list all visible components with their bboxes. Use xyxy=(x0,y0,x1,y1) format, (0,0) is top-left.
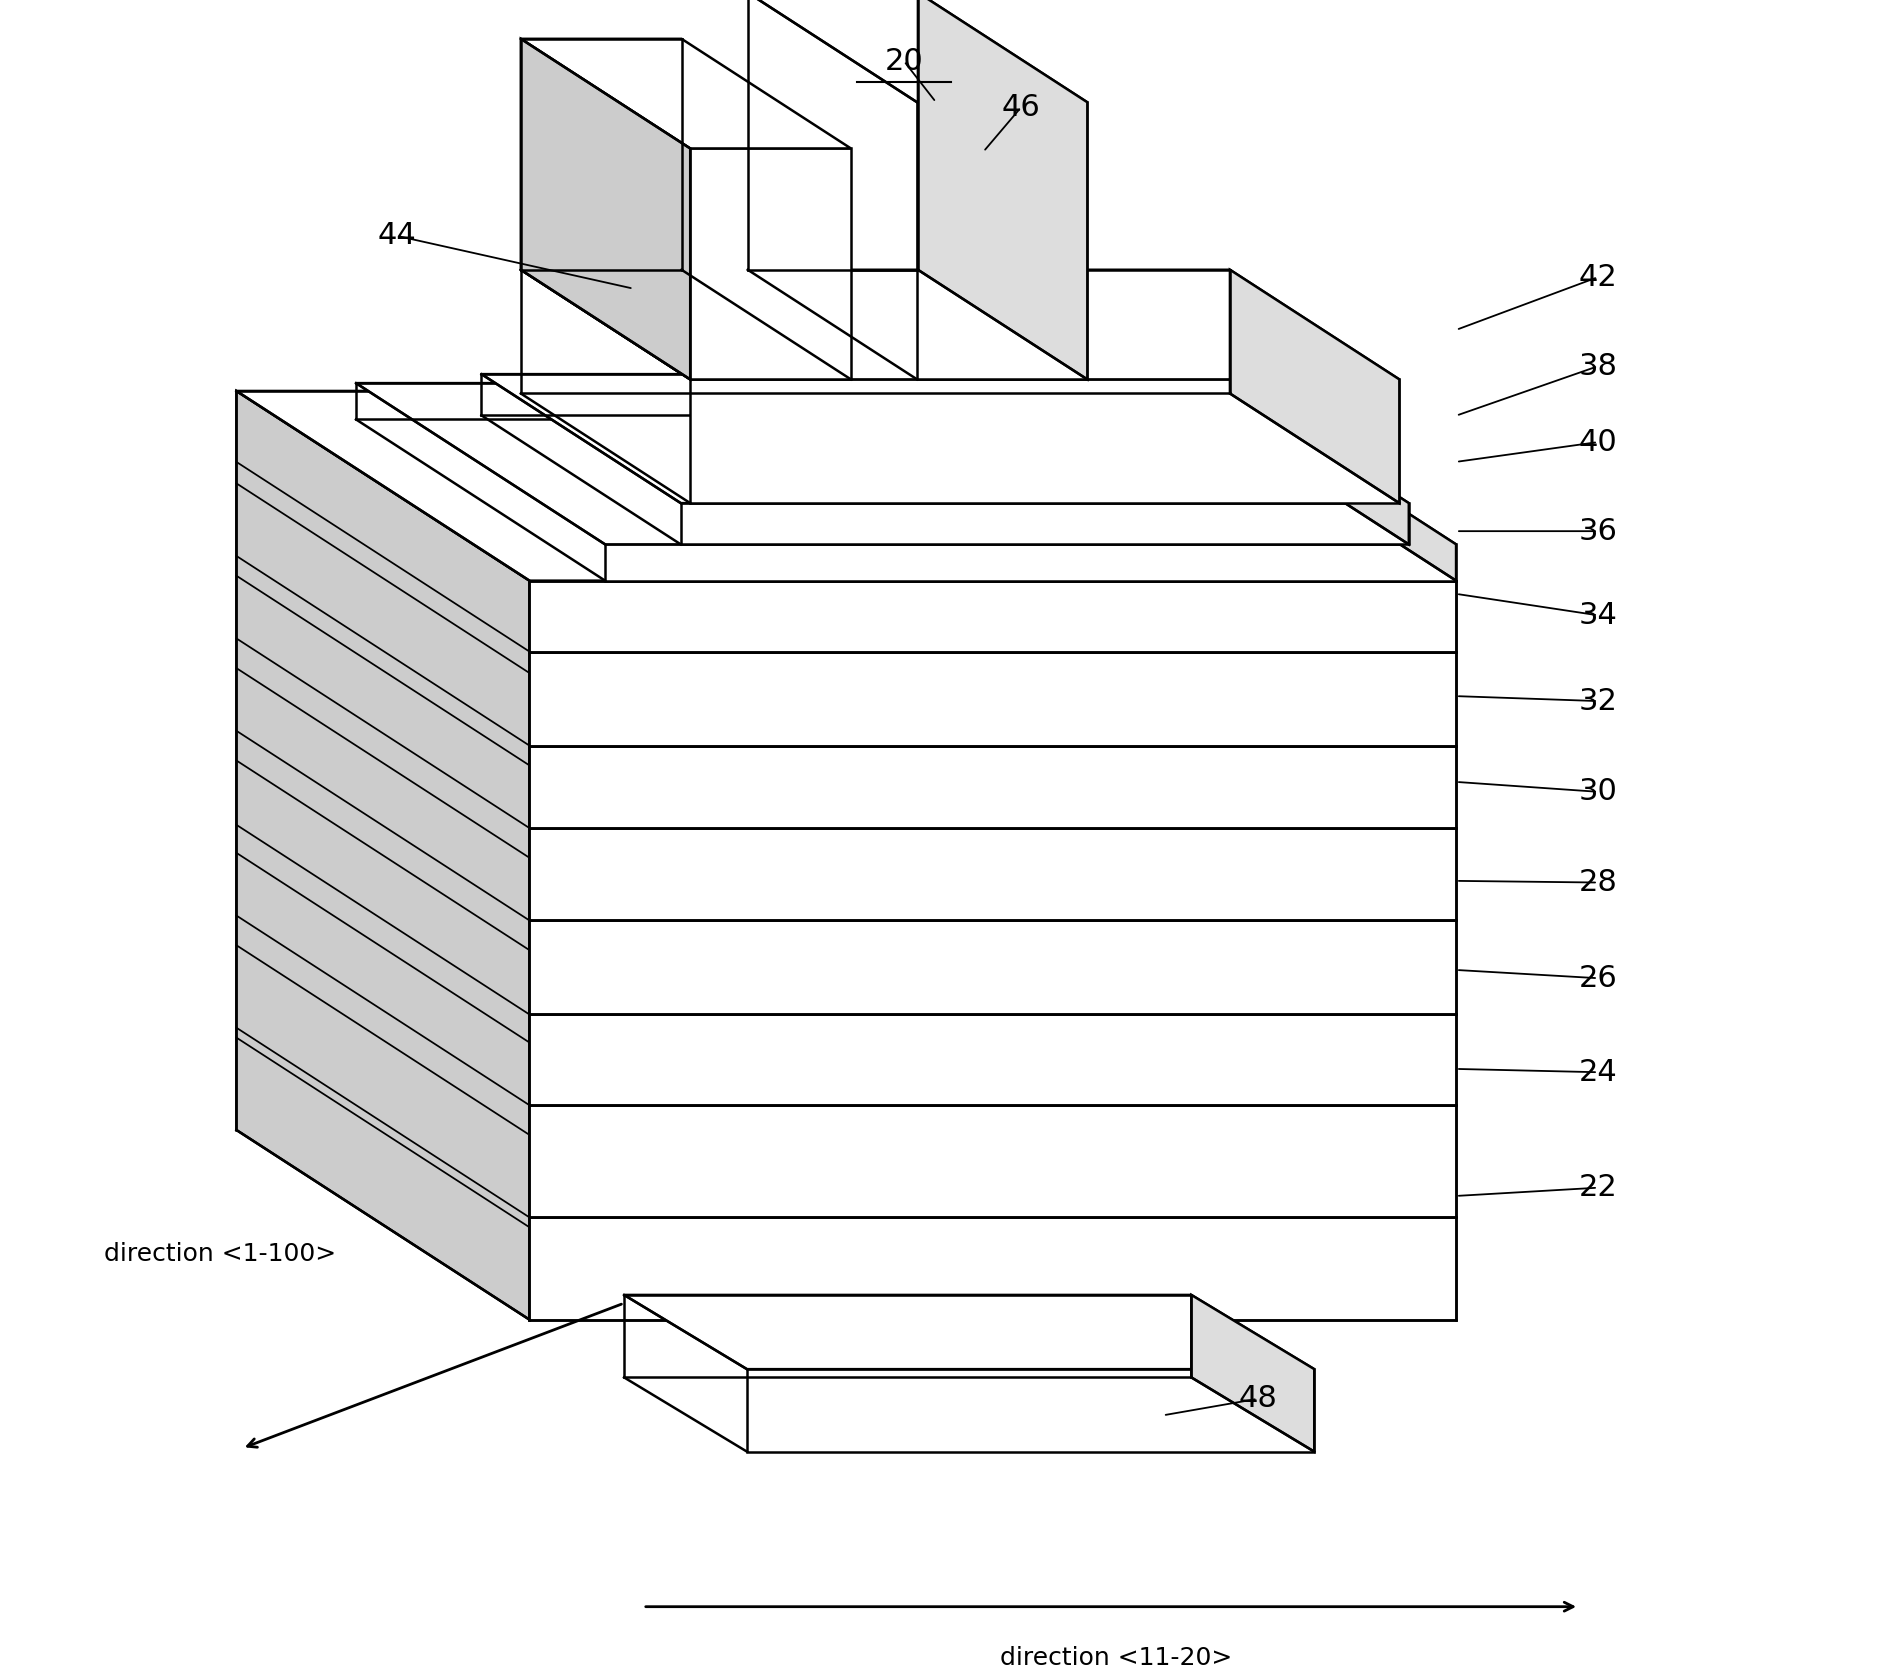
Polygon shape xyxy=(1206,384,1456,580)
Polygon shape xyxy=(605,544,1456,580)
Text: 30: 30 xyxy=(1579,777,1617,806)
Text: 26: 26 xyxy=(1579,964,1617,992)
Text: 32: 32 xyxy=(1579,687,1617,716)
Text: 34: 34 xyxy=(1579,600,1617,631)
Text: 28: 28 xyxy=(1579,867,1617,897)
Text: 38: 38 xyxy=(1579,352,1617,380)
Polygon shape xyxy=(520,38,690,379)
Polygon shape xyxy=(529,580,1456,652)
Polygon shape xyxy=(690,148,851,379)
Polygon shape xyxy=(520,270,1399,379)
Polygon shape xyxy=(529,652,1456,746)
Polygon shape xyxy=(529,1218,1456,1319)
Polygon shape xyxy=(917,102,1087,379)
Text: 40: 40 xyxy=(1579,427,1617,457)
Text: 48: 48 xyxy=(1239,1384,1276,1413)
Text: 24: 24 xyxy=(1579,1058,1617,1088)
Text: 46: 46 xyxy=(1002,93,1040,122)
Polygon shape xyxy=(624,1294,1314,1369)
Polygon shape xyxy=(1229,270,1399,504)
Polygon shape xyxy=(747,1369,1314,1451)
Polygon shape xyxy=(529,1014,1456,1106)
Polygon shape xyxy=(917,0,1087,379)
Text: direction <11-20>: direction <11-20> xyxy=(1000,1646,1231,1668)
Text: 42: 42 xyxy=(1579,262,1617,292)
Text: 20: 20 xyxy=(885,47,923,75)
Polygon shape xyxy=(356,384,1456,544)
Polygon shape xyxy=(1191,1294,1314,1451)
Polygon shape xyxy=(236,390,1456,580)
Polygon shape xyxy=(236,390,529,1319)
Polygon shape xyxy=(529,746,1456,827)
Text: 36: 36 xyxy=(1579,517,1617,545)
Polygon shape xyxy=(529,827,1456,921)
Polygon shape xyxy=(1210,374,1409,544)
Text: direction <1-100>: direction <1-100> xyxy=(104,1241,337,1266)
Polygon shape xyxy=(529,1106,1456,1218)
Polygon shape xyxy=(690,379,1399,504)
Polygon shape xyxy=(482,374,1409,504)
Polygon shape xyxy=(681,504,1409,544)
Text: 44: 44 xyxy=(378,222,416,250)
Text: 22: 22 xyxy=(1579,1173,1617,1203)
Polygon shape xyxy=(520,38,851,148)
Polygon shape xyxy=(529,921,1456,1014)
Polygon shape xyxy=(747,0,1087,102)
